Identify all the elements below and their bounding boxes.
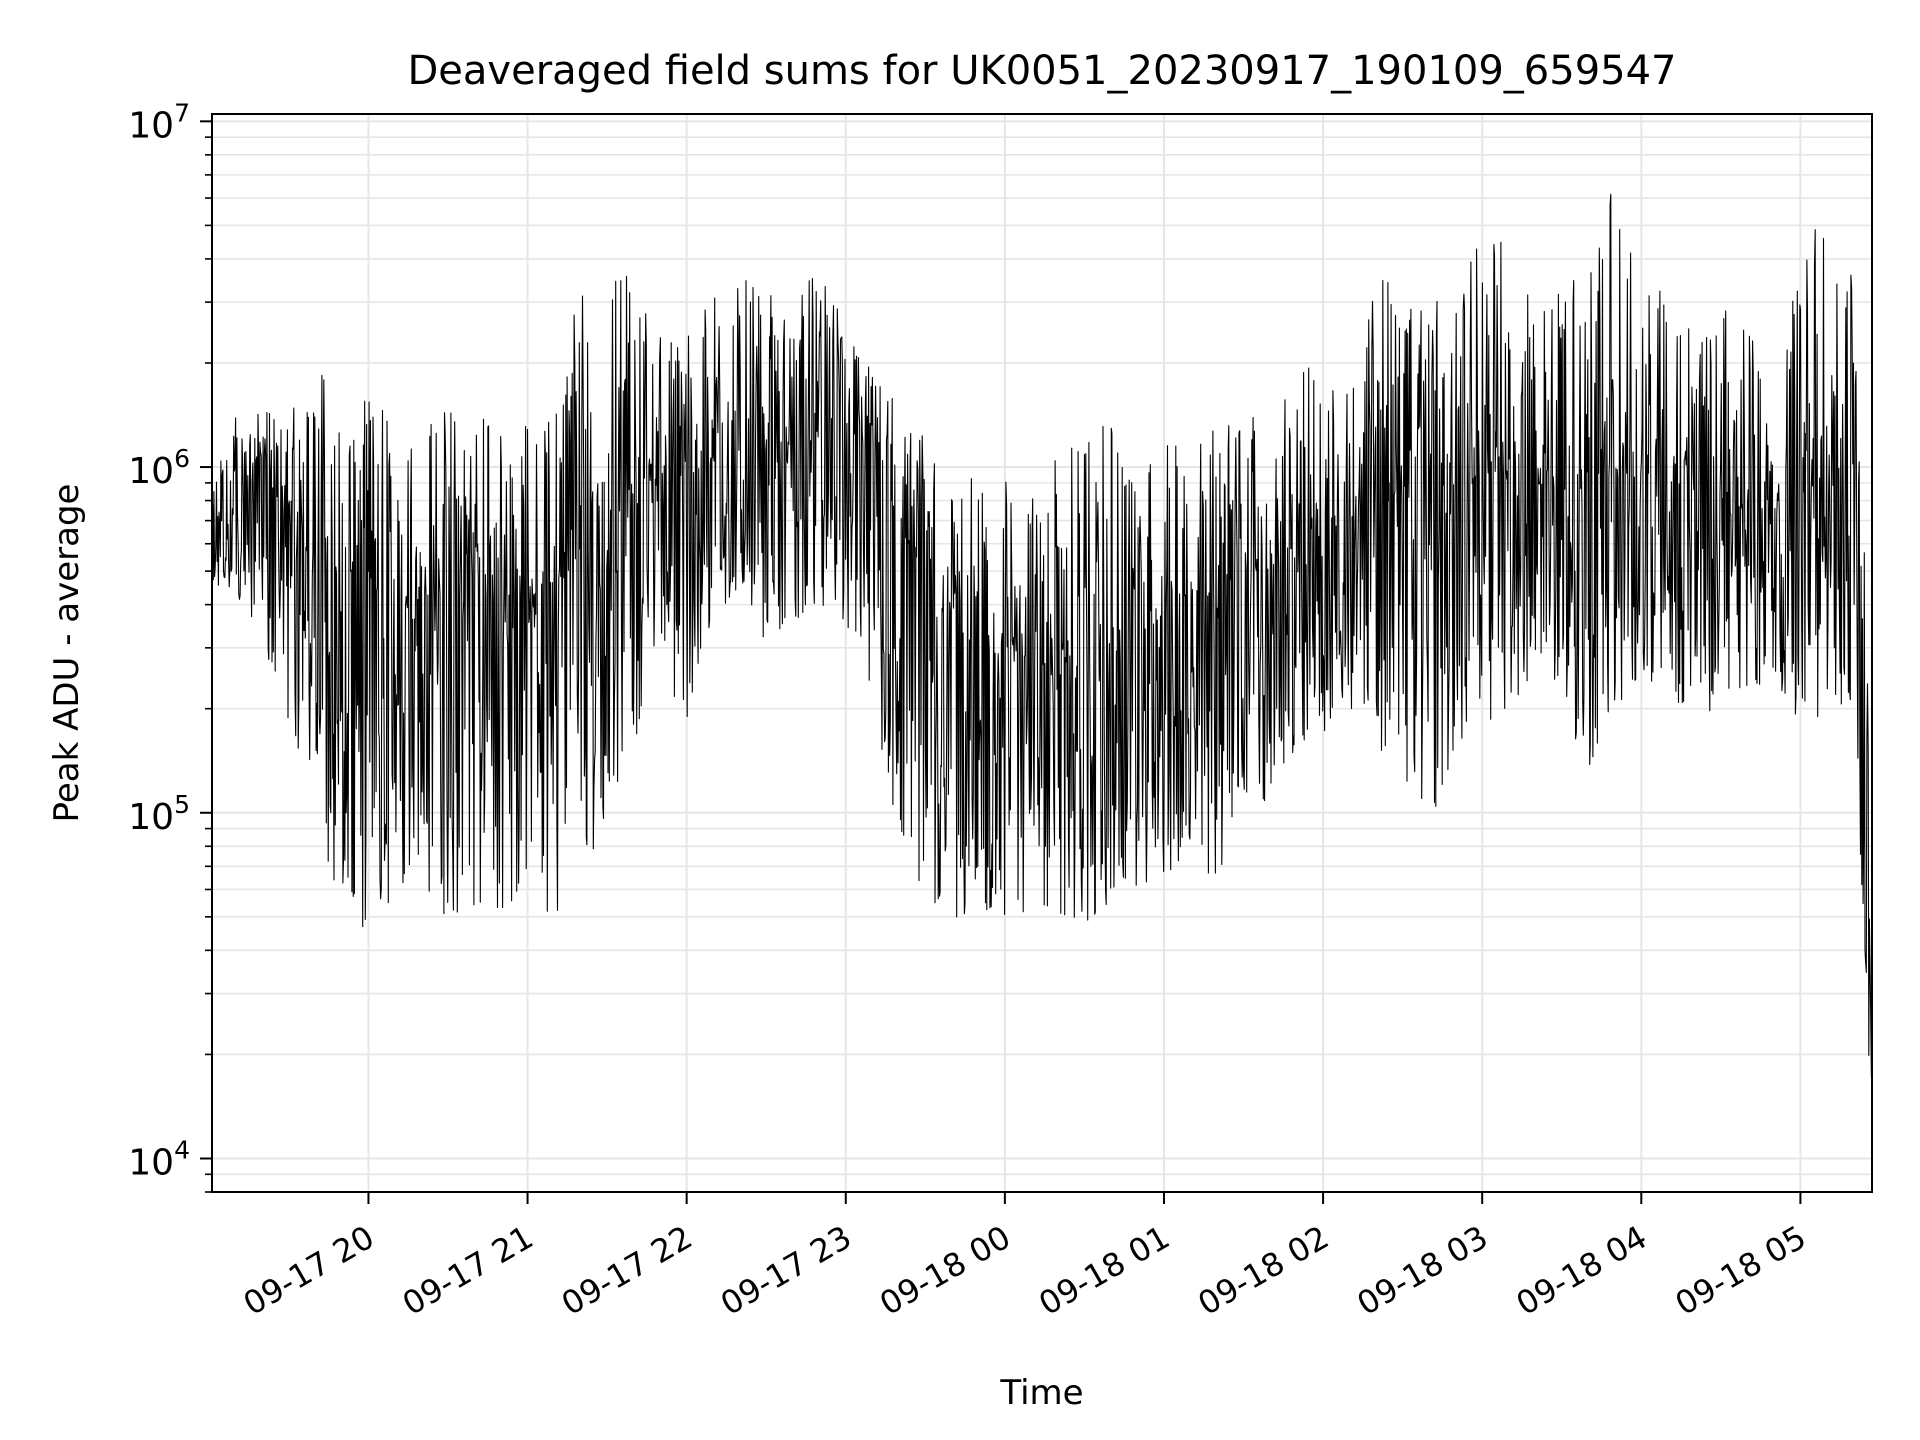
y-axis: 104 105 106 107	[128, 98, 212, 1193]
y-tick-label: 106	[128, 444, 190, 492]
y-tick-label: 107	[128, 98, 190, 146]
y-axis-label: Peak ADU - average	[47, 484, 87, 823]
series-line	[212, 193, 1872, 1078]
plot-frame	[211, 113, 1873, 1193]
y-tick-label: 105	[128, 790, 190, 838]
x-axis-label: Time	[999, 1373, 1083, 1413]
series-path	[212, 193, 1872, 1078]
chart-title: Deaveraged field sums for UK0051_2023091…	[407, 48, 1676, 94]
y-tick-label: 104	[128, 1135, 190, 1183]
